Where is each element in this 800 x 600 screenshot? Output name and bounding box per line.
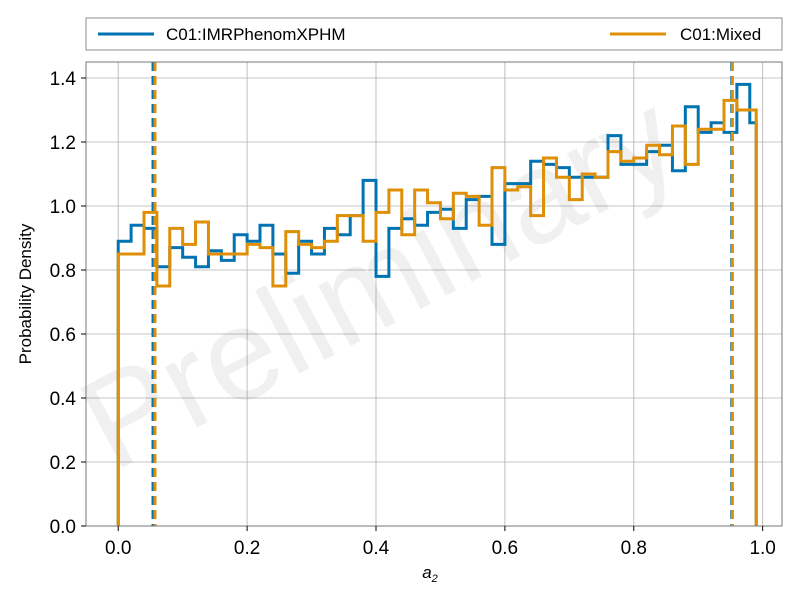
x-tick-label-4: 0.8 xyxy=(621,538,647,559)
y-tick-label-0: 0.0 xyxy=(50,517,76,538)
x-tick-label-3: 0.6 xyxy=(492,538,518,559)
y-tick-label-6: 1.2 xyxy=(50,133,76,154)
y-tick-label-4: 0.8 xyxy=(50,261,76,282)
histogram-series-2 xyxy=(116,98,758,526)
x-tick-label-1: 0.2 xyxy=(234,538,260,559)
x-tick-label-5: 1.0 xyxy=(749,538,775,559)
x-tick-label-0: 0.0 xyxy=(105,538,131,559)
interval-layer xyxy=(151,62,734,526)
x-axis-label-main: a xyxy=(422,563,431,582)
x-axis-label-subscript: 2 xyxy=(431,573,438,585)
y-tick-label-5: 1.0 xyxy=(50,197,76,218)
y-tick-label-2: 0.4 xyxy=(50,389,77,410)
y-axis-label: Probability Density xyxy=(16,223,35,364)
x-axis-label: a2 xyxy=(422,563,438,585)
axes-background xyxy=(86,62,782,526)
y-tick-label-1: 0.2 xyxy=(50,453,76,474)
y-tick-label-3: 0.6 xyxy=(50,325,76,346)
y-tick-label-7: 1.4 xyxy=(50,69,77,90)
legend-label-series-1: C01:IMRPhenomXPHM xyxy=(166,25,346,44)
series-layer xyxy=(116,82,758,526)
legend-label-series-2: C01:Mixed xyxy=(680,25,761,44)
legend: C01:IMRPhenomXPHM C01:Mixed xyxy=(85,17,783,51)
x-axis-ticks: 0.0 0.2 0.4 0.6 0.8 1.0 xyxy=(105,526,776,559)
axes-frame xyxy=(85,61,783,527)
plot-area: Preliminary 0.0 0.2 0.4 0.6 0.8 1.0 0.00.20.4… xyxy=(50,61,783,559)
y-axis-ticks: 0.0 0.2 0.4 0.6 0.8 1.0 1.2 1.4 xyxy=(50,69,86,538)
x-tick-label-2: 0.4 xyxy=(363,538,390,559)
